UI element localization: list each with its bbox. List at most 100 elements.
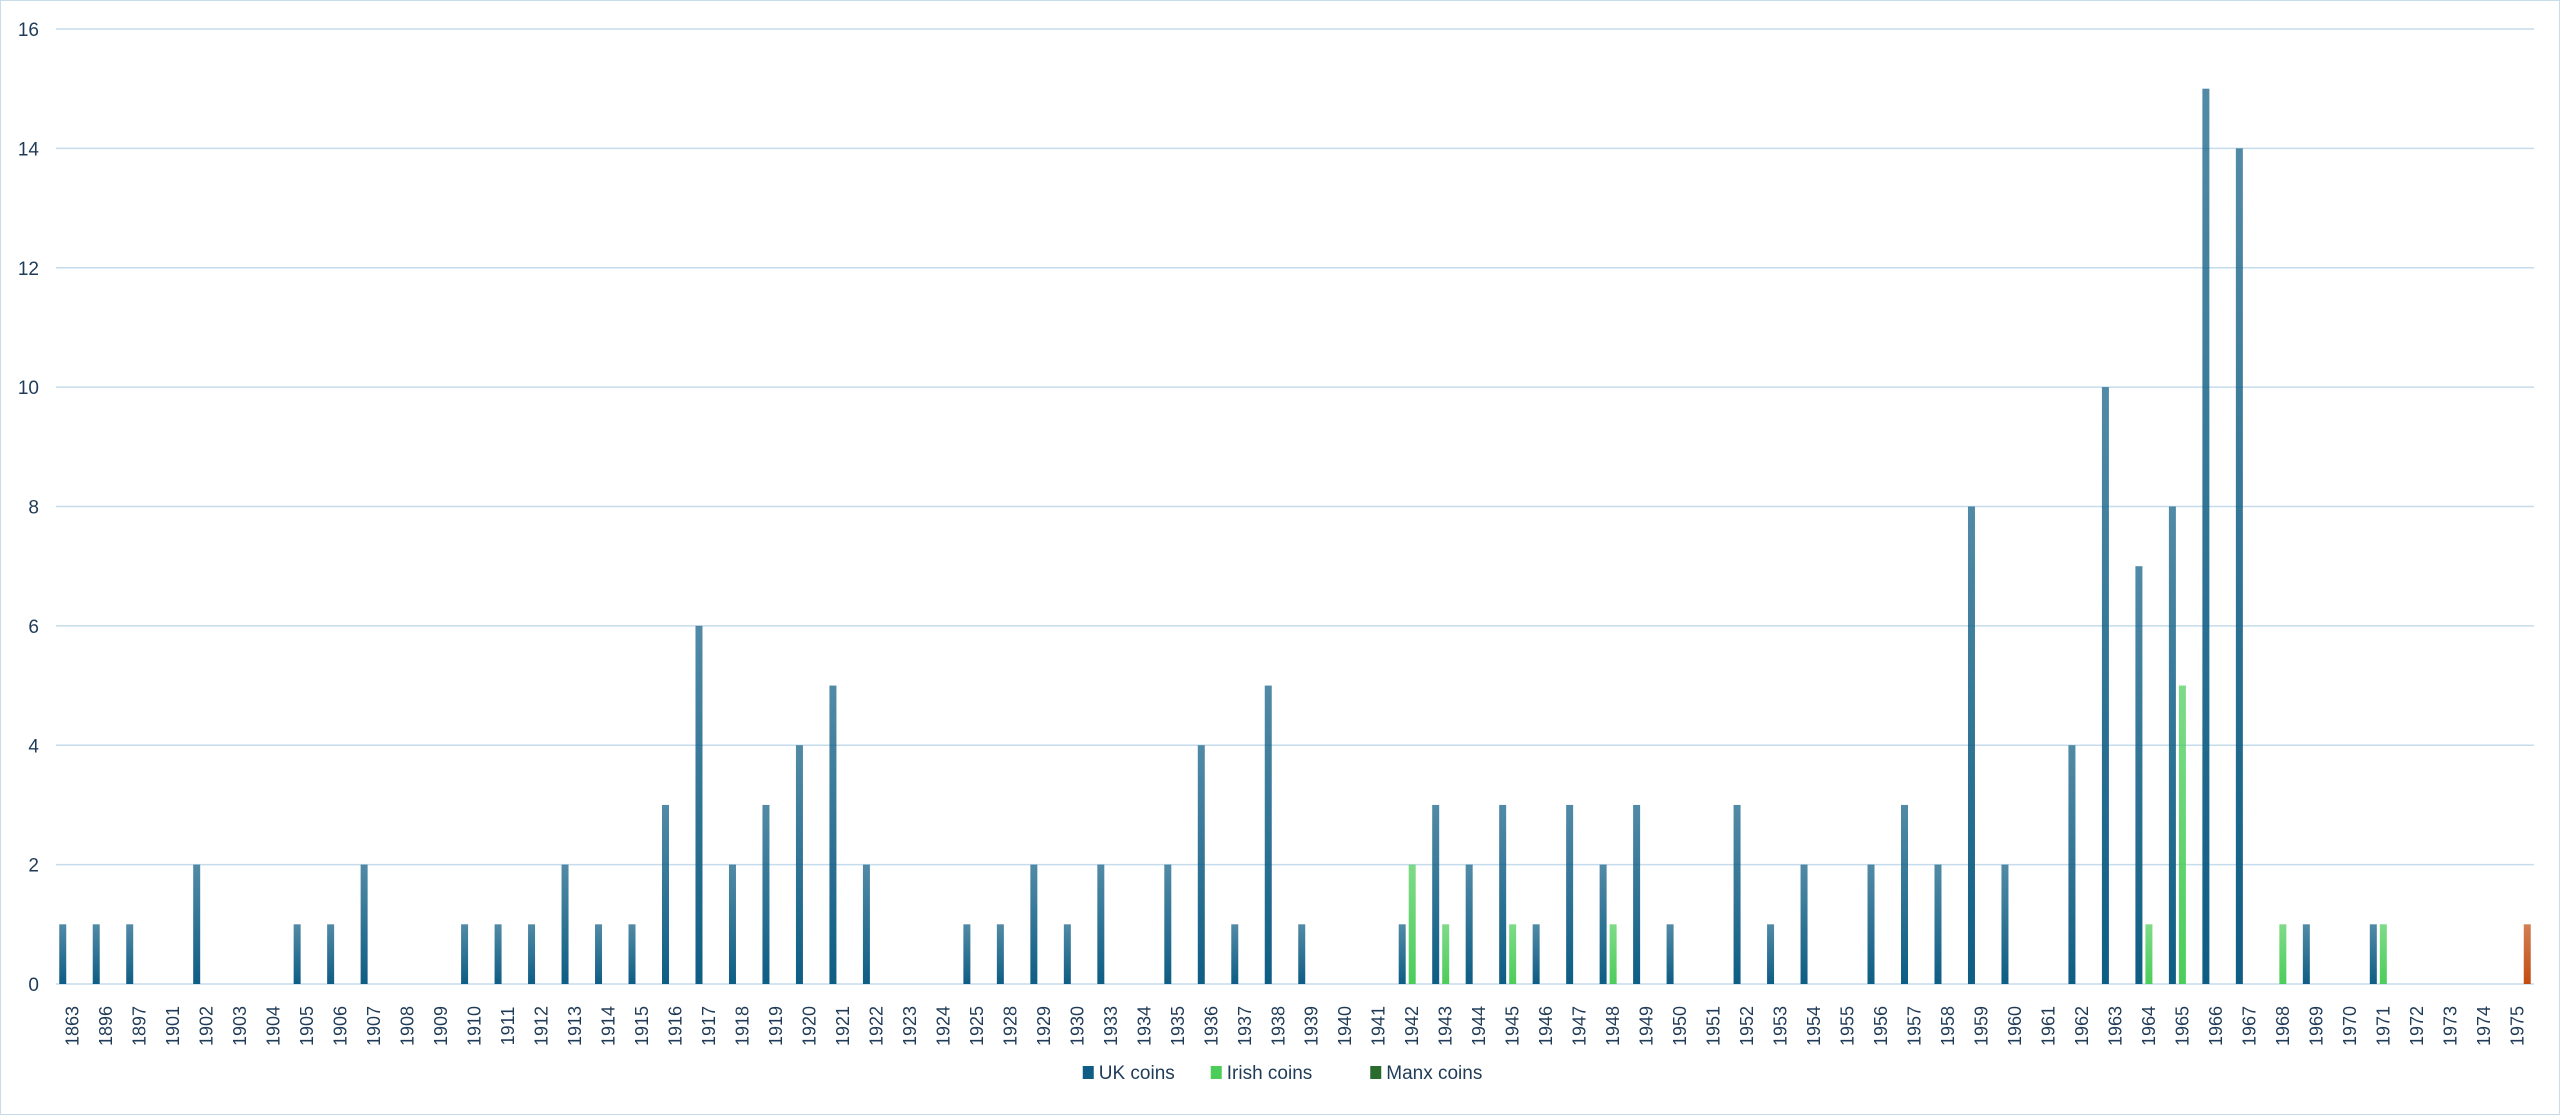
x-tick-label: 1954 (1804, 1006, 1824, 1046)
x-tick-label: 1956 (1871, 1006, 1891, 1046)
y-axis-ticks: 0 2 4 6 8 10 12 14 16 (18, 20, 40, 996)
x-tick-label: 1915 (632, 1006, 652, 1046)
bar-uk-coins-1913 (561, 864, 569, 984)
x-tick-label: 1952 (1737, 1006, 1757, 1046)
x-tick-label: 1974 (2474, 1006, 2494, 1046)
x-tick-label: 1918 (732, 1006, 752, 1046)
x-tick-label: 1896 (96, 1006, 116, 1046)
bar-uk-coins-1956 (1867, 864, 1875, 984)
x-tick-label: 1948 (1603, 1006, 1623, 1046)
legend-label: Irish coins (1227, 1063, 1313, 1084)
bar-uk-coins-1921 (829, 685, 837, 984)
bar-uk-coins-1946 (1532, 924, 1540, 984)
x-tick-label: 1973 (2440, 1006, 2460, 1046)
x-tick-label: 1939 (1302, 1006, 1322, 1046)
x-tick-label: 1950 (1670, 1006, 1690, 1046)
bar-uk-coins-1959 (1967, 506, 1975, 984)
bar-uk-coins-1915 (628, 924, 636, 984)
x-tick-label: 1962 (2072, 1006, 2092, 1046)
x-tick-label: 1936 (1201, 1006, 1221, 1046)
bar-uk-coins-1971 (2369, 924, 2377, 984)
x-tick-label: 1944 (1469, 1006, 1489, 1046)
bar-uk-coins-1918 (728, 864, 736, 984)
bar-uk-coins-1928 (996, 924, 1004, 984)
bar-uk-coins-1936 (1197, 745, 1205, 984)
y-tick-label: 4 (28, 736, 39, 757)
x-tick-label: 1934 (1134, 1006, 1154, 1046)
bar-uk-coins-1933 (1097, 864, 1105, 984)
bar-uk-coins-1953 (1767, 924, 1775, 984)
bar-uk-coins-1906 (327, 924, 335, 984)
x-tick-label: 1937 (1235, 1006, 1255, 1046)
bar-uk-coins-1907 (360, 864, 368, 984)
bar-uk-coins-1902 (193, 864, 201, 984)
legend-item-irish-coins: Irish coins (1210, 1063, 1313, 1084)
bar-irish-coins-1948 (1609, 924, 1617, 984)
x-tick-label: 1966 (2206, 1006, 2226, 1046)
x-tick-label: 1914 (599, 1006, 619, 1046)
x-tick-label: 1928 (1000, 1006, 1020, 1046)
x-tick-label: 1970 (2340, 1006, 2360, 1046)
bar-uk-coins-1911 (494, 924, 502, 984)
bar-uk-coins-1943 (1432, 804, 1440, 984)
x-tick-label: 1935 (1168, 1006, 1188, 1046)
x-tick-label: 1958 (1938, 1006, 1958, 1046)
x-tick-label: 1925 (967, 1006, 987, 1046)
x-tick-label: 1906 (331, 1006, 351, 1046)
x-tick-label: 1910 (465, 1006, 485, 1046)
bar-uk-coins-1947 (1566, 804, 1574, 984)
x-tick-label: 1955 (1838, 1006, 1858, 1046)
x-tick-label: 1908 (398, 1006, 418, 1046)
bar-irish-coins-1965 (2178, 685, 2186, 984)
bar-uk-coins-1920 (795, 745, 803, 984)
x-tick-label: 1920 (799, 1006, 819, 1046)
x-tick-label: 1903 (230, 1006, 250, 1046)
y-tick-label: 0 (28, 975, 39, 996)
y-tick-label: 8 (28, 498, 39, 519)
legend: UK coins Irish coins Manx coins (1082, 1063, 1482, 1084)
bar-irish-coins-1943 (1442, 924, 1450, 984)
bar-manx-coins-1975 (2523, 924, 2531, 984)
x-tick-label: 1975 (2507, 1006, 2527, 1046)
bar-irish-coins-1968 (2279, 924, 2287, 984)
legend-swatch (1370, 1066, 1382, 1079)
bar-uk-coins-1962 (2068, 745, 2076, 984)
x-tick-label: 1941 (1369, 1006, 1389, 1046)
bar-uk-coins-1912 (528, 924, 536, 984)
x-tick-label: 1969 (2306, 1006, 2326, 1046)
legend-swatch (1210, 1066, 1222, 1079)
bar-uk-coins-1905 (293, 924, 301, 984)
bar-uk-coins-1963 (2101, 387, 2109, 984)
bar-uk-coins-1919 (762, 804, 770, 984)
x-tick-label: 1901 (163, 1006, 183, 1046)
bar-uk-coins-1945 (1499, 804, 1507, 984)
x-tick-label: 1933 (1101, 1006, 1121, 1046)
bar-uk-coins-1966 (2202, 88, 2210, 984)
bar-uk-coins-1938 (1264, 685, 1272, 984)
x-tick-label: 1940 (1335, 1006, 1355, 1046)
bar-uk-coins-1896 (92, 924, 100, 984)
gridlines (56, 28, 2534, 985)
bar-uk-coins-1965 (2168, 506, 2176, 984)
x-tick-label: 1912 (532, 1006, 552, 1046)
bar-uk-coins-1969 (2302, 924, 2310, 984)
bar-uk-coins-1942 (1398, 924, 1406, 984)
bar-uk-coins-1952 (1733, 804, 1741, 984)
x-tick-label: 1963 (2105, 1006, 2125, 1046)
bar-uk-coins-1929 (1030, 864, 1038, 984)
bar-uk-coins-1949 (1633, 804, 1641, 984)
x-tick-label: 1921 (833, 1006, 853, 1046)
x-tick-label: 1917 (699, 1006, 719, 1046)
y-tick-label: 12 (18, 259, 39, 280)
bar-uk-coins-1937 (1231, 924, 1239, 984)
bar-uk-coins-1910 (461, 924, 469, 984)
bar-uk-coins-1939 (1298, 924, 1306, 984)
y-tick-label: 2 (28, 856, 39, 877)
legend-item-manx-coins: Manx coins (1370, 1063, 1482, 1084)
bar-irish-coins-1942 (1408, 864, 1416, 984)
x-axis-ticks: 1863 1896 1897 1901 1902 1903 1904 1905 1906 1907… (63, 1006, 2528, 1046)
x-tick-label: 1959 (1971, 1006, 1991, 1046)
x-tick-label: 1919 (766, 1006, 786, 1046)
bar-uk-coins-1897 (126, 924, 134, 984)
